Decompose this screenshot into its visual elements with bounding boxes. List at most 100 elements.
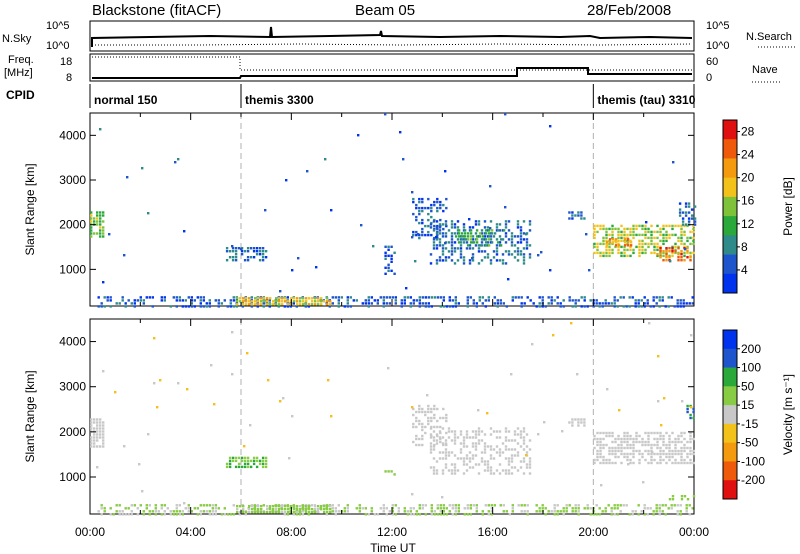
power-cell bbox=[471, 253, 475, 256]
power-cell bbox=[614, 238, 618, 241]
power-cell bbox=[608, 254, 611, 258]
velocity-cell bbox=[661, 504, 664, 507]
power-cell bbox=[689, 230, 692, 234]
velocity-cell bbox=[391, 513, 394, 516]
power-cell bbox=[231, 259, 235, 262]
power-cell bbox=[680, 224, 683, 228]
velocity-cell bbox=[562, 507, 565, 510]
power-cell bbox=[151, 296, 154, 299]
power-cell bbox=[441, 223, 445, 226]
power-cell bbox=[650, 230, 653, 234]
power-cell bbox=[588, 269, 591, 272]
power-cell bbox=[474, 220, 478, 223]
power-cell bbox=[438, 232, 442, 235]
velocity-ylabel: Slant Range [km] bbox=[23, 370, 37, 462]
velocity-cell bbox=[671, 452, 674, 456]
power-cell bbox=[686, 236, 689, 240]
velocity-cell bbox=[424, 431, 427, 435]
velocity-cell bbox=[451, 513, 454, 516]
velocity-cell bbox=[261, 459, 265, 463]
velocity-cell bbox=[623, 440, 626, 444]
nsearch-line bbox=[92, 43, 693, 46]
power-ylabel: Slant Range [km] bbox=[23, 163, 37, 255]
power-colorbar-tick-label: 28 bbox=[741, 125, 755, 139]
velocity-cell bbox=[444, 448, 448, 451]
cpid-mode-label: themis 3300 bbox=[245, 93, 314, 107]
power-cell bbox=[510, 241, 514, 244]
power-cell bbox=[418, 206, 421, 210]
velocity-cell bbox=[436, 407, 439, 411]
power-cell bbox=[484, 299, 487, 302]
velocity-cell bbox=[418, 410, 421, 414]
velocity-cell bbox=[606, 388, 609, 391]
power-cell bbox=[430, 296, 433, 299]
velocity-cell bbox=[613, 504, 616, 507]
power-cell bbox=[252, 250, 256, 253]
power-cell bbox=[676, 299, 679, 302]
power-cell bbox=[668, 250, 671, 253]
velocity-cell bbox=[662, 449, 665, 453]
power-cell bbox=[96, 217, 99, 220]
power-cell bbox=[469, 296, 472, 299]
velocity-cell bbox=[450, 472, 454, 475]
power-cell bbox=[550, 296, 553, 299]
power-cell bbox=[568, 211, 571, 214]
time-tick-label: 20:00 bbox=[578, 525, 608, 539]
power-cell bbox=[412, 230, 415, 234]
velocity-cell bbox=[671, 498, 675, 501]
velocity-cell bbox=[628, 513, 631, 516]
power-cell bbox=[504, 250, 508, 253]
velocity-cell bbox=[483, 445, 487, 448]
velocity-cell bbox=[93, 433, 96, 436]
velocity-cell bbox=[130, 504, 133, 507]
power-cell bbox=[96, 220, 99, 223]
velocity-cell bbox=[686, 461, 689, 465]
power-cell bbox=[99, 211, 102, 214]
velocity-cell bbox=[689, 416, 692, 420]
power-cell bbox=[670, 296, 673, 299]
power-cell bbox=[261, 259, 265, 262]
power-cell bbox=[671, 250, 674, 253]
velocity-cell bbox=[99, 427, 102, 430]
power-cell bbox=[439, 203, 442, 207]
velocity-cell bbox=[480, 457, 484, 460]
velocity-colorbar-segment bbox=[723, 423, 737, 444]
velocity-cell bbox=[638, 440, 641, 444]
power-cell bbox=[463, 238, 467, 241]
velocity-cell bbox=[522, 457, 526, 460]
power-cell bbox=[124, 305, 127, 308]
power-cell bbox=[469, 229, 473, 232]
velocity-cell bbox=[202, 504, 205, 507]
power-cell bbox=[493, 302, 496, 305]
velocity-cell bbox=[686, 498, 690, 501]
power-cell bbox=[435, 259, 439, 262]
power-cell bbox=[678, 208, 682, 211]
velocity-cell bbox=[614, 461, 617, 465]
velocity-cell bbox=[228, 465, 232, 469]
velocity-cell bbox=[361, 507, 364, 510]
velocity-cell bbox=[412, 413, 415, 417]
power-cell bbox=[649, 305, 652, 308]
power-cell bbox=[668, 233, 671, 237]
power-cell bbox=[611, 227, 614, 231]
velocity-cell bbox=[429, 436, 433, 439]
power-cell bbox=[620, 230, 623, 234]
power-cell bbox=[684, 211, 688, 214]
power-cell bbox=[498, 259, 502, 262]
velocity-cell bbox=[516, 442, 520, 445]
power-cell bbox=[637, 305, 640, 308]
velocity-cell bbox=[583, 418, 586, 421]
power-cell bbox=[634, 302, 637, 305]
power-cell bbox=[400, 302, 403, 305]
power-cell bbox=[496, 302, 499, 305]
velocity-cell bbox=[466, 504, 469, 507]
velocity-cell bbox=[674, 440, 677, 444]
power-cell bbox=[668, 256, 671, 259]
velocity-cell bbox=[657, 355, 660, 358]
power-cell bbox=[468, 259, 472, 262]
velocity-cell bbox=[577, 507, 580, 510]
velocity-cell bbox=[442, 416, 445, 420]
power-cell bbox=[656, 254, 659, 258]
velocity-cell bbox=[665, 431, 668, 435]
power-cell bbox=[674, 251, 677, 255]
